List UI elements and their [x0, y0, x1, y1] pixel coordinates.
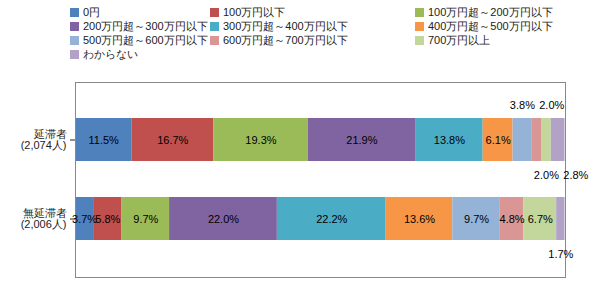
svg-text:2.0%: 2.0% [534, 169, 559, 181]
svg-text:21.9%: 21.9% [346, 134, 377, 146]
html-text:400万円超～500万円以下: 400万円超～500万円以下 [428, 20, 553, 32]
svg-text:延滞者(2,074人): 延滞者(2,074人) [21, 128, 67, 151]
svg-text:13.6%: 13.6% [404, 213, 435, 225]
svg-text:3.7%: 3.7% [72, 213, 97, 225]
svg-text:6.1%: 6.1% [486, 134, 511, 146]
html-text:300万円超～400万円以下: 300万円超～400万円以下 [223, 20, 348, 32]
svg-text:3.8%: 3.8% [510, 99, 535, 111]
html-text:600万円超～700万円以下: 600万円超～700万円以下 [223, 34, 348, 46]
html-text:700万円以上: 700万円以上 [428, 34, 491, 46]
svg-text:13.8%: 13.8% [434, 134, 465, 146]
html-text:0円: 0円 [83, 6, 101, 18]
svg-text:6.7%: 6.7% [528, 213, 553, 225]
html-text:わからない: わからない [83, 48, 138, 60]
svg-text:無延滞者(2,006人): 無延滞者(2,006人) [21, 207, 67, 230]
svg-text:11.5%: 11.5% [88, 134, 119, 146]
html-text:500万円超～600万円以下: 500万円超～600万円以下 [83, 34, 208, 46]
svg-text:19.3%: 19.3% [245, 134, 276, 146]
svg-text:22.2%: 22.2% [316, 213, 347, 225]
html-text:200万円超～300万円以下: 200万円超～300万円以下 [83, 20, 208, 32]
svg-text:2.0%: 2.0% [539, 99, 564, 111]
svg-text:4.8%: 4.8% [500, 213, 525, 225]
svg-text:2.8%: 2.8% [563, 169, 588, 181]
svg-text:1.7%: 1.7% [548, 248, 573, 260]
svg-text:16.7%: 16.7% [157, 134, 188, 146]
svg-text:5.8%: 5.8% [95, 213, 120, 225]
svg-text:9.7%: 9.7% [133, 213, 158, 225]
svg-text:22.0%: 22.0% [208, 213, 239, 225]
html-text:100万円超～200万円以下: 100万円超～200万円以下 [428, 6, 553, 18]
html-text:100万円以下: 100万円以下 [223, 6, 286, 18]
svg-text:9.7%: 9.7% [464, 213, 489, 225]
